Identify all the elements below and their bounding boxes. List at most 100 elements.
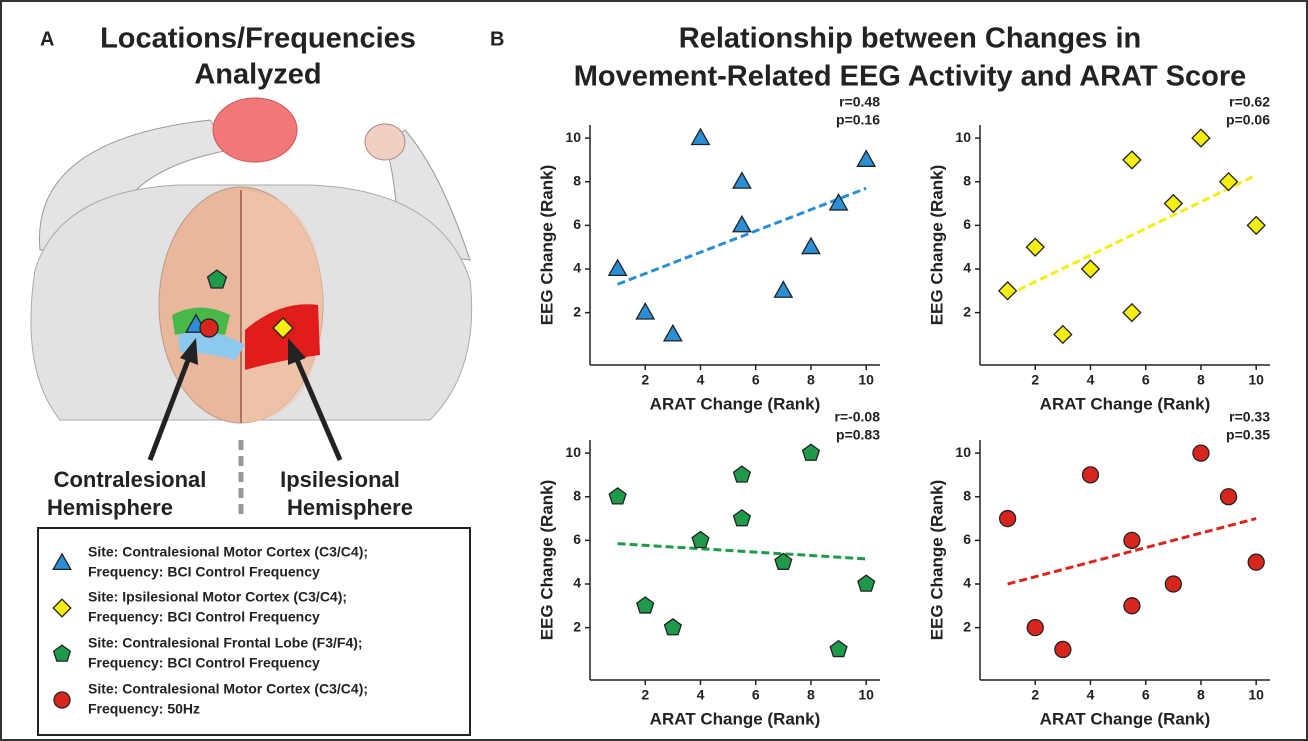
- x-tick-label: 8: [807, 372, 815, 388]
- y-tick-label: 8: [963, 172, 971, 188]
- point: [732, 465, 752, 483]
- panel-letter: B: [490, 28, 504, 50]
- illustration: [30, 97, 473, 515]
- y-axis-label: EEG Change (Rank): [927, 165, 946, 326]
- legend-text: Frequency: BCI Control Frequency: [88, 655, 320, 671]
- annotation: r=0.48: [839, 94, 880, 110]
- point: [1246, 215, 1266, 236]
- x-tick-label: 6: [1142, 687, 1150, 703]
- point: [1025, 237, 1045, 257]
- y-tick-label: 10: [565, 444, 581, 460]
- y-tick-label: 8: [573, 172, 581, 188]
- panel-title: Movement-Related EEG Activity and ARAT S…: [574, 61, 1247, 93]
- y-tick-label: 4: [573, 260, 581, 276]
- point: [773, 280, 794, 298]
- point: [608, 487, 627, 505]
- brain-markers: [184, 269, 294, 339]
- y-tick-label: 10: [955, 129, 971, 145]
- point: [691, 530, 710, 549]
- point: [1122, 302, 1142, 323]
- x-tick-label: 4: [697, 687, 705, 703]
- annotation: p=0.06: [1226, 112, 1270, 128]
- y-tick-label: 10: [955, 444, 971, 460]
- x-tick-label: 10: [858, 372, 874, 388]
- x-tick-label: 2: [641, 372, 649, 388]
- legend-text: Site: Ipsilesional Motor Cortex (C3/C4);: [88, 589, 347, 605]
- point: [1080, 259, 1101, 279]
- point: [1081, 466, 1100, 484]
- y-tick-label: 10: [565, 129, 581, 145]
- legend-marker: [52, 552, 72, 571]
- point: [829, 639, 848, 658]
- y-tick-label: 6: [963, 216, 971, 232]
- point: [998, 509, 1017, 528]
- point: [801, 443, 821, 461]
- annotation: p=0.35: [1226, 427, 1270, 443]
- annotation: r=-0.08: [834, 409, 880, 425]
- x-tick-label: 4: [1087, 687, 1095, 703]
- hemisphere-label: Hemisphere: [287, 495, 413, 520]
- point: [1163, 193, 1184, 214]
- point: [801, 236, 821, 255]
- legend-text: Site: Contralesional Motor Cortex (C3/C4…: [88, 544, 368, 560]
- y-tick-label: 2: [963, 303, 971, 319]
- y-tick-label: 2: [963, 618, 971, 634]
- x-axis-label: ARAT Change (Rank): [650, 709, 821, 728]
- point: [828, 193, 849, 211]
- x-tick-label: 2: [1031, 687, 1039, 703]
- y-tick-label: 6: [573, 216, 581, 232]
- y-tick-label: 2: [573, 618, 581, 634]
- x-axis-label: ARAT Change (Rank): [1040, 709, 1211, 728]
- x-tick-label: 10: [1248, 687, 1264, 703]
- point: [731, 171, 752, 189]
- point: [1123, 597, 1141, 615]
- y-axis-label: EEG Change (Rank): [927, 480, 946, 641]
- x-tick-label: 6: [752, 687, 760, 703]
- panel-letter: A: [40, 28, 54, 50]
- y-tick-label: 6: [573, 531, 581, 547]
- y-tick-label: 2: [573, 303, 581, 319]
- x-tick-label: 10: [858, 687, 874, 703]
- legend-text: Frequency: BCI Control Frequency: [88, 609, 320, 625]
- brain-marker: [272, 317, 294, 339]
- panel-title: Relationship between Changes in: [679, 23, 1141, 55]
- trend-line: [1006, 173, 1257, 297]
- point: [856, 149, 877, 167]
- legend-box: [37, 527, 471, 736]
- point: [1218, 172, 1239, 192]
- x-tick-label: 8: [1197, 372, 1205, 388]
- point: [997, 281, 1018, 301]
- y-axis-label: EEG Change (Rank): [537, 480, 556, 641]
- trend-line: [617, 186, 867, 286]
- x-tick-label: 2: [1031, 372, 1039, 388]
- x-axis-label: ARAT Change (Rank): [650, 394, 821, 413]
- x-tick-label: 2: [641, 687, 649, 703]
- point: [774, 552, 793, 570]
- legend-text: Frequency: 50Hz: [88, 701, 200, 717]
- legend-text: Frequency: BCI Control Frequency: [88, 564, 320, 580]
- point: [662, 323, 683, 342]
- point: [1122, 150, 1142, 170]
- hemisphere-label: Contralesional: [54, 467, 207, 492]
- point: [607, 258, 628, 277]
- point: [635, 302, 656, 320]
- y-tick-label: 4: [963, 575, 971, 591]
- point: [857, 574, 876, 592]
- point: [1247, 553, 1265, 571]
- point: [1123, 531, 1141, 550]
- x-tick-label: 6: [1142, 372, 1150, 388]
- brain-marker: [199, 318, 219, 338]
- annotation: r=0.33: [1229, 409, 1270, 425]
- point: [1054, 640, 1072, 659]
- point: [663, 618, 682, 636]
- point: [1053, 324, 1073, 345]
- y-axis-label: EEG Change (Rank): [537, 165, 556, 326]
- annotation: r=0.62: [1229, 94, 1270, 110]
- x-tick-label: 4: [1087, 372, 1095, 388]
- point: [1026, 618, 1044, 637]
- panel-title: Locations/Frequencies: [100, 23, 416, 55]
- point: [1192, 444, 1210, 462]
- x-tick-label: 4: [697, 372, 705, 388]
- y-tick-label: 4: [573, 575, 581, 591]
